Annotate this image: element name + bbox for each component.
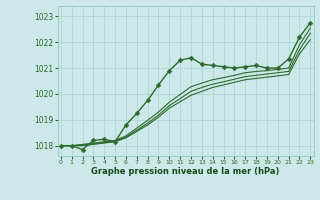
- X-axis label: Graphe pression niveau de la mer (hPa): Graphe pression niveau de la mer (hPa): [92, 167, 280, 176]
